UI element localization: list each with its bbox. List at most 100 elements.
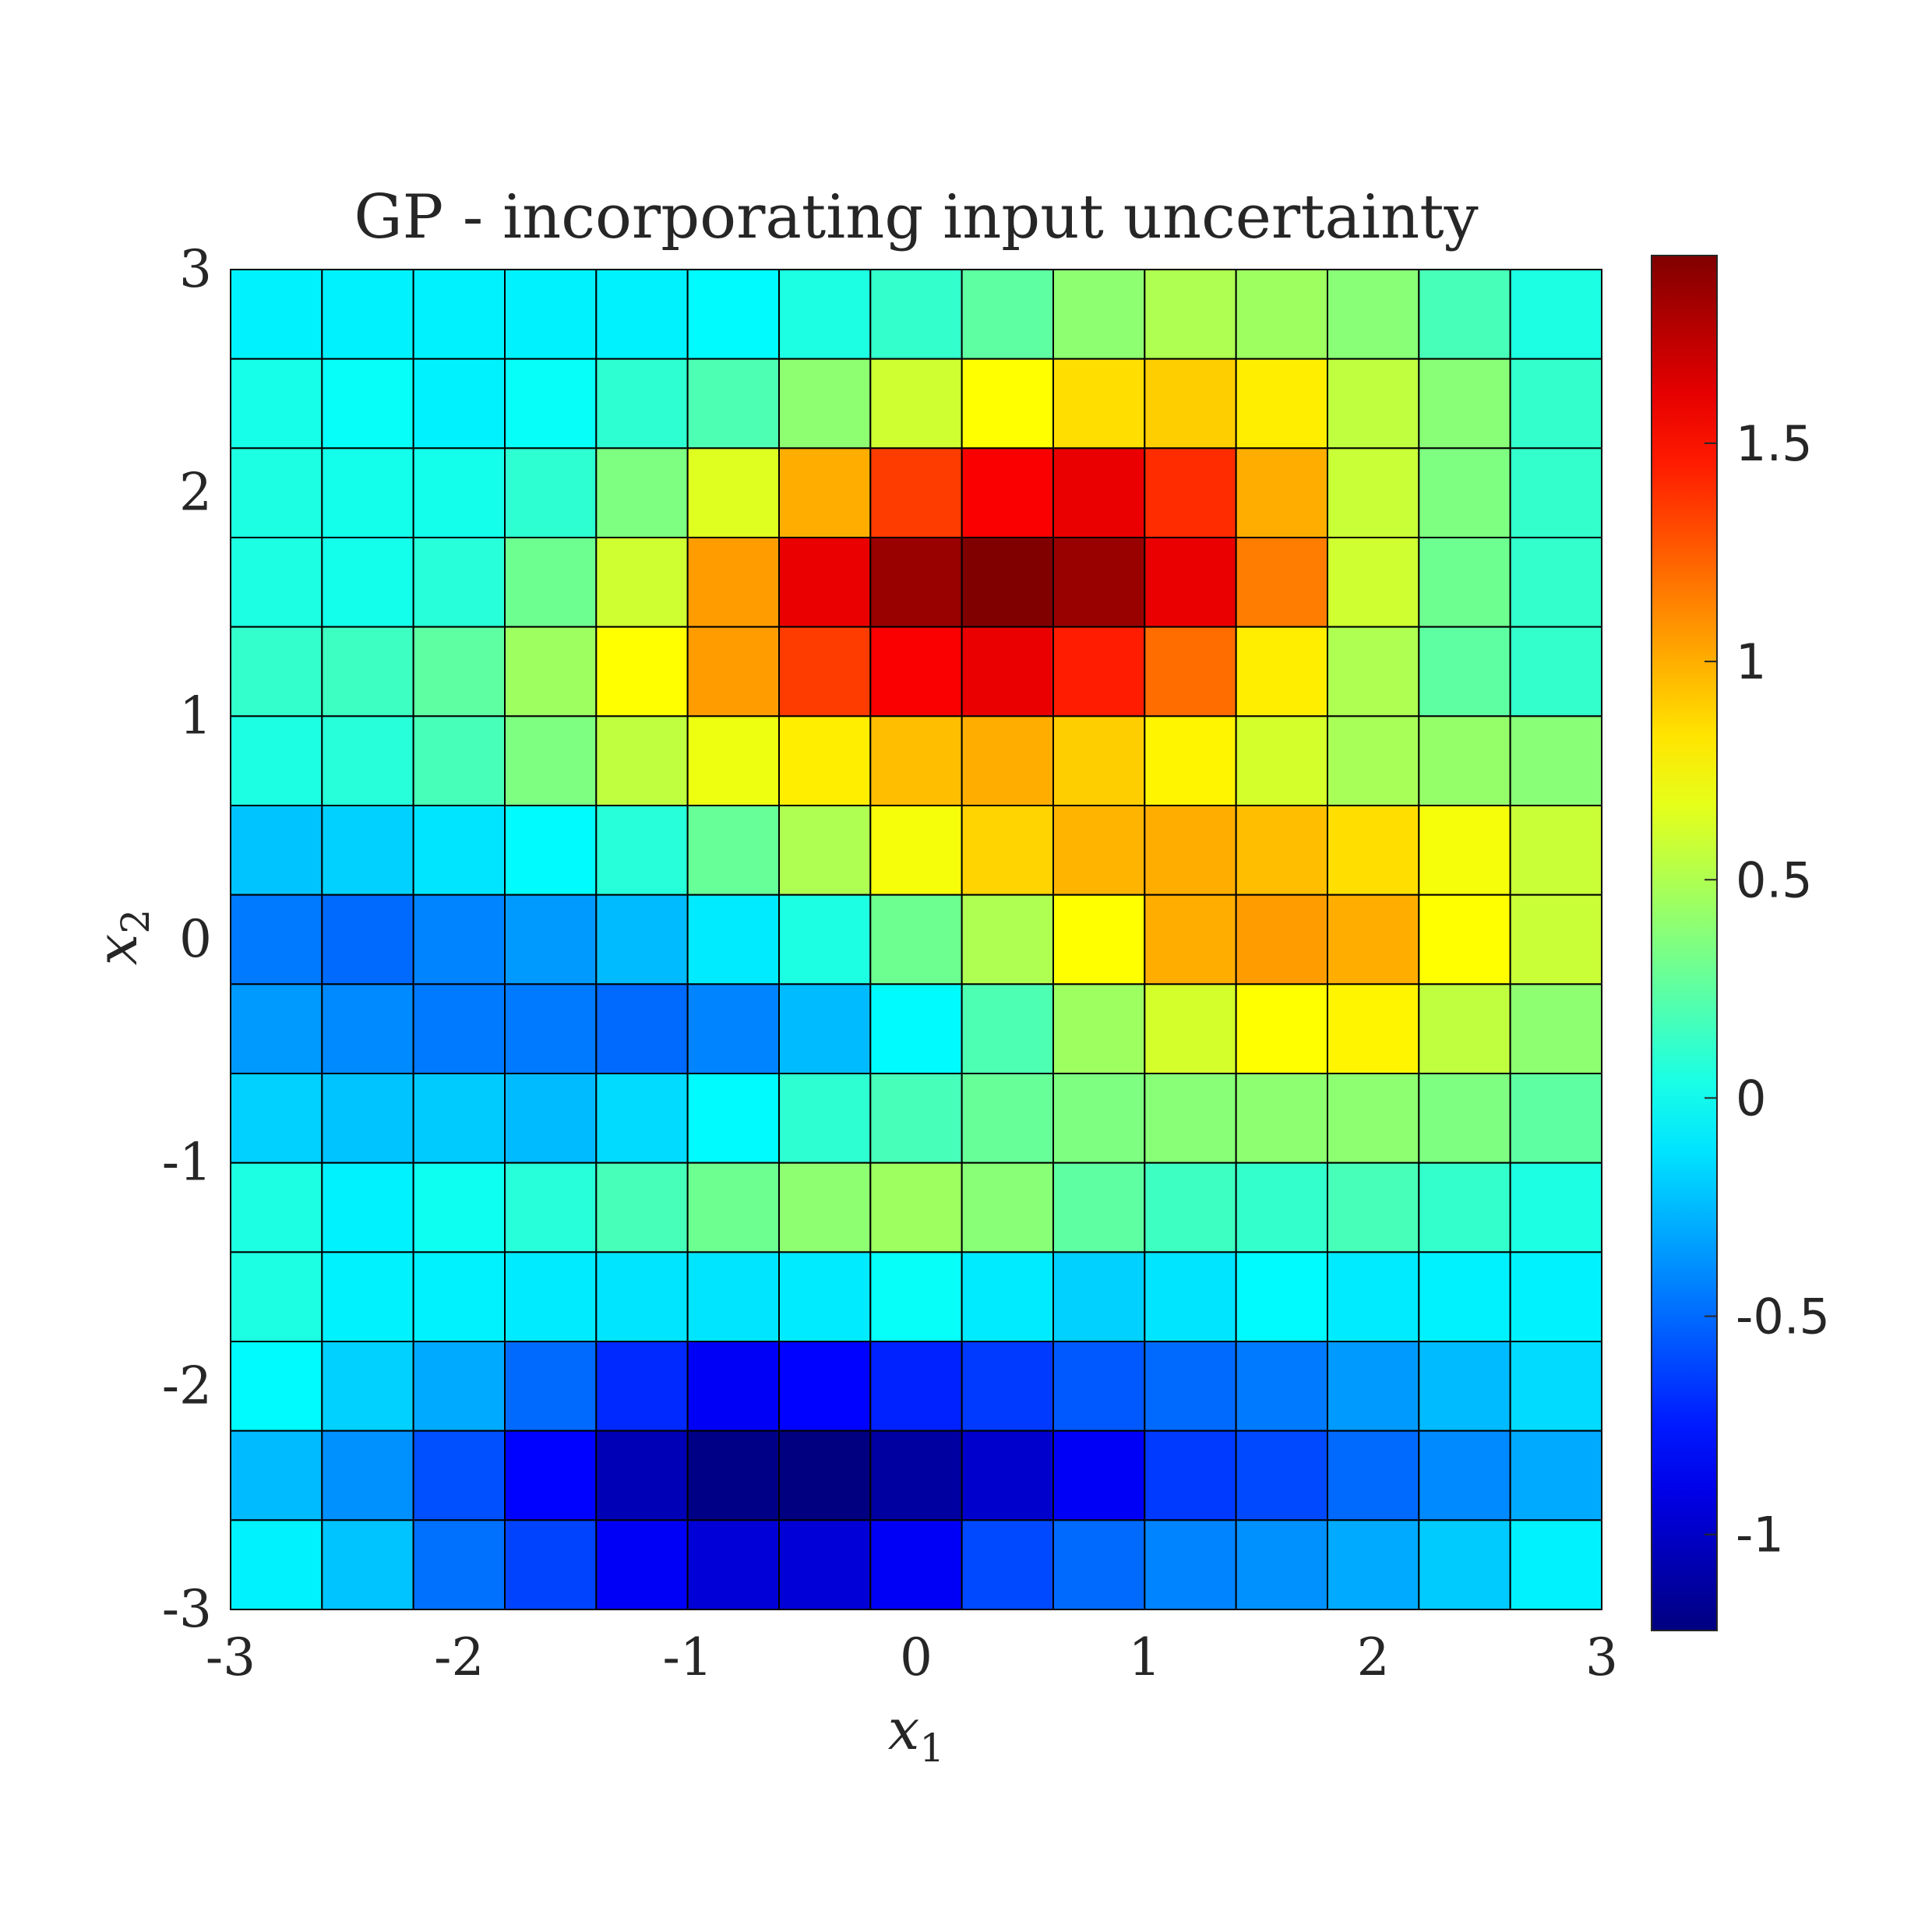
heatmap-cell [686,715,781,806]
heatmap-cell [412,983,506,1075]
x-axis-label-sub: 1 [919,1726,944,1771]
heatmap-cell [1327,1162,1420,1253]
heatmap-cell [686,1519,781,1611]
heatmap-cell [595,537,689,628]
heatmap-cells [230,269,1602,1611]
x-tick-label: -2 [434,1627,484,1687]
heatmap-cell [230,537,323,628]
heatmap-cell [1418,626,1511,717]
heatmap-cell [961,1162,1054,1253]
heatmap-cell [595,983,689,1075]
heatmap-cell [412,894,506,985]
heatmap-cell [1509,983,1602,1075]
heatmap-cell [321,626,414,717]
heatmap-cell [686,1251,781,1343]
y-tick-label: -3 [162,1579,212,1639]
x-tick-label: 0 [900,1627,933,1687]
heatmap-cell [1144,1073,1237,1164]
heatmap-cell [961,269,1054,360]
heatmap-cell [1418,1519,1511,1611]
heatmap-cell [230,1162,323,1253]
heatmap-cell [1052,983,1146,1075]
heatmap-cell [961,358,1054,450]
heatmap-cell [1509,1251,1602,1343]
heatmap-cell [504,447,598,538]
heatmap-cell [1327,269,1420,360]
heatmap-cell [961,537,1054,628]
heatmap-cell [230,1341,323,1432]
heatmap-cell [1509,269,1602,360]
y-tick-label: 0 [179,909,212,969]
heatmap-cell [1327,358,1420,450]
heatmap-cell [1235,358,1328,450]
heatmap-cell [504,1073,598,1164]
heatmap-cell [1327,1341,1420,1432]
heatmap-cell [595,715,689,806]
heatmap-cell [778,1519,872,1611]
heatmap-cell [686,269,781,360]
x-tick-label: 2 [1357,1627,1390,1687]
heatmap-cell [1052,358,1146,450]
heatmap-cell [1144,1251,1237,1343]
x-axis-label: x1 [888,1697,944,1771]
heatmap-cell [1235,1251,1328,1343]
y-tick-label: 2 [179,463,212,523]
heatmap-cell [595,269,689,360]
heatmap-cell [1052,805,1146,896]
heatmap-cell [869,1519,963,1611]
heatmap-cell [961,894,1054,985]
heatmap-cell [321,447,414,538]
heatmap-cell [778,447,872,538]
heatmap-cell [595,805,689,896]
heatmap-cell [686,1073,781,1164]
heatmap-cell [1235,447,1328,538]
heatmap-cell [778,894,872,985]
heatmap-cell [1052,269,1146,360]
heatmap-cell [504,715,598,806]
y-axis-label-sub: 2 [113,909,158,934]
heatmap-cell [869,715,963,806]
x-tick-label: 3 [1585,1627,1618,1687]
heatmap-cell [504,983,598,1075]
heatmap-cell [686,983,781,1075]
heatmap-cell [1235,983,1328,1075]
heatmap-cell [869,1073,963,1164]
heatmap-cell [595,1430,689,1521]
heatmap-cell [1235,1341,1328,1432]
heatmap-cell [1418,715,1511,806]
heatmap-cell [961,983,1054,1075]
heatmap-cell [1509,447,1602,538]
heatmap-cell [1052,1430,1146,1521]
heatmap-cell [1327,1251,1420,1343]
heatmap-cell [778,537,872,628]
heatmap-cell [412,1162,506,1253]
y-axis-label-main: x [84,934,150,966]
heatmap-cell [595,626,689,717]
heatmap-cell [778,1251,872,1343]
heatmap-cell [1235,626,1328,717]
heatmap-cell [504,1251,598,1343]
heatmap-cell [1418,269,1511,360]
heatmap-cell [686,358,781,450]
heatmap-cell [595,1073,689,1164]
heatmap-cell [1327,715,1420,806]
heatmap-cell [1418,1073,1511,1164]
heatmap-cell [595,1519,689,1611]
heatmap-cell [686,1162,781,1253]
heatmap-cell [1235,1519,1328,1611]
heatmap-cell [1509,1162,1602,1253]
heatmap-cell [412,537,506,628]
heatmap-cell [869,983,963,1075]
heatmap-cell [412,1430,506,1521]
heatmap-cell [686,447,781,538]
heatmap-cell [961,626,1054,717]
heatmap-cell [869,358,963,450]
heatmap-cell [1509,1430,1602,1521]
heatmap-cell [412,805,506,896]
heatmap-cell [412,715,506,806]
heatmap-cell [1052,537,1146,628]
heatmap-cell [412,269,506,360]
heatmap-cell [778,269,872,360]
colorbar-ticks: -1 -0.5 0 0.5 1 1.5 [1705,415,1830,1564]
heatmap-cell [869,1341,963,1432]
